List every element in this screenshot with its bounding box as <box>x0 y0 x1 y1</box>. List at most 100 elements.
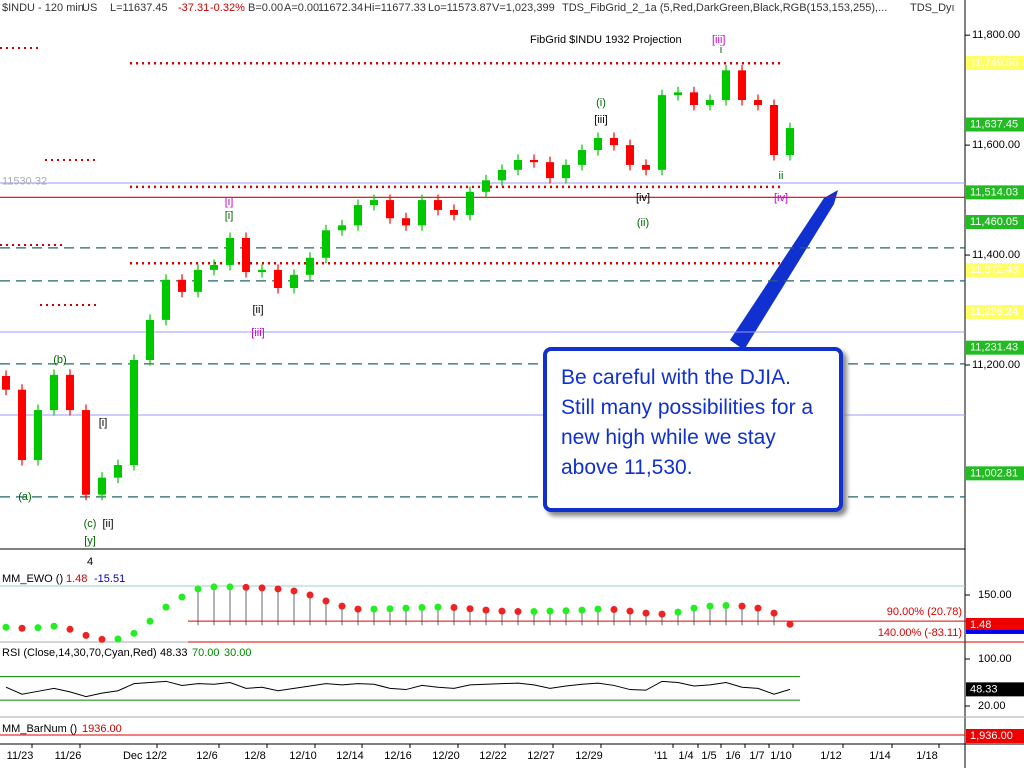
price-box-label: 11,637.45 <box>970 118 1018 130</box>
arrow <box>730 190 838 350</box>
candle-body <box>226 237 234 265</box>
candle-body <box>674 92 682 96</box>
x-tick-label: 12/10 <box>289 750 317 762</box>
ewo-band-label: 90.00% (20.78) <box>887 606 962 618</box>
x-tick-label: 11/26 <box>55 750 82 762</box>
candle-body <box>258 269 266 273</box>
header-text: US <box>82 2 97 14</box>
header-text: TDS_Dyı <box>910 2 955 14</box>
candle-body <box>370 200 378 206</box>
ewo-dot <box>434 603 442 611</box>
candle-body <box>178 279 186 292</box>
x-tick-label: 1/14 <box>869 750 890 762</box>
candle-body <box>290 274 298 289</box>
ewo-last-box <box>966 617 1024 632</box>
price-box <box>966 263 1024 278</box>
wave-label: (ii) <box>637 217 649 229</box>
ewo-dot <box>386 605 394 613</box>
x-tick-label: 1/7 <box>749 750 764 762</box>
ewo-dot <box>690 604 698 612</box>
candle-body <box>194 269 202 292</box>
candle-body <box>274 269 282 289</box>
ewo-dot <box>402 604 410 612</box>
ewo-dot <box>786 620 794 628</box>
ewo-dot <box>594 605 602 613</box>
ewo-dot <box>178 593 186 601</box>
ewo-dot <box>706 602 714 610</box>
ewo-dot <box>226 583 234 591</box>
candle-body <box>354 205 362 226</box>
y-tick-label: 20.00 <box>978 700 1006 712</box>
candle-body <box>418 200 426 226</box>
header-text: Hi=11677.33 <box>364 2 426 14</box>
candle-body <box>482 180 490 192</box>
x-tick-label: 12/6 <box>196 750 217 762</box>
ewo-dot <box>498 607 506 615</box>
candle-body <box>242 237 250 273</box>
ewo-dot <box>610 606 618 614</box>
ewo-dot <box>562 607 570 615</box>
wave-label: [iii] <box>594 114 607 126</box>
annotation-line: new high while we stay <box>561 426 776 449</box>
ewo-label: MM_EWO () <box>2 573 63 585</box>
x-tick-label: 1/10 <box>770 750 791 762</box>
wave-label: [ii] <box>253 304 264 316</box>
ewo-dot <box>674 608 682 616</box>
ewo-dot <box>578 606 586 614</box>
ewo-dot <box>370 605 378 613</box>
header-text: $INDU - 120 min <box>2 2 84 14</box>
candle-body <box>2 375 10 390</box>
price-box <box>966 305 1024 320</box>
ewo-dot <box>354 605 362 613</box>
price-box <box>966 340 1024 355</box>
x-tick-label: 12/22 <box>479 750 507 762</box>
ewo-dot <box>274 585 282 593</box>
price-box-label: 11,749.56 <box>970 57 1018 69</box>
candle-body <box>786 128 794 156</box>
y-tick-label: 11,600.00 <box>972 139 1020 151</box>
candle-body <box>738 70 746 101</box>
annotation-line: Be careful with the DJIA. <box>561 366 791 389</box>
ewo-label: 1.48 <box>66 573 87 585</box>
ewo-dot <box>530 608 538 616</box>
ewo-dot <box>242 583 250 591</box>
candle-body <box>450 209 458 215</box>
price-box <box>966 215 1024 230</box>
ewo-dot <box>738 602 746 610</box>
rsi-line <box>5 680 791 698</box>
y-tick-label: 11,400.00 <box>972 249 1020 261</box>
ewo-dot <box>210 583 218 591</box>
candle-body <box>402 218 410 226</box>
ewo-dot <box>658 610 666 618</box>
ewo-dot <box>642 609 650 617</box>
wave-label: [i] <box>99 417 108 429</box>
rsi-label: 48.33 <box>160 647 188 659</box>
candle-body <box>66 374 74 411</box>
ewo-dot <box>450 604 458 612</box>
x-tick-label: 1/18 <box>916 750 937 762</box>
header-text: -0.32% <box>210 2 245 14</box>
price-box <box>966 117 1024 132</box>
candle-body <box>114 465 122 478</box>
candle-body <box>706 100 714 105</box>
ewo-dot <box>146 617 154 625</box>
y-tick-label: 11,800.00 <box>972 29 1020 41</box>
x-tick-label: 1/5 <box>701 750 716 762</box>
ewo-dot <box>114 635 122 643</box>
header-text: A=0.00 <box>284 2 319 14</box>
candle-body <box>98 477 106 495</box>
ewo-dot <box>322 597 330 605</box>
barnum-box <box>966 729 1024 743</box>
annotation-line: Still many possibilities for a <box>561 396 814 419</box>
wave-label: 4 <box>87 556 93 568</box>
candle-body <box>386 200 394 219</box>
ewo-dot <box>194 585 202 593</box>
header-text: Lo=11573.87 <box>428 2 492 14</box>
price-box-label: 11,514.03 <box>970 186 1018 198</box>
x-tick-label: 12/16 <box>384 750 412 762</box>
ewo-dot <box>98 635 106 643</box>
y-tick-label: 100.00 <box>978 653 1012 665</box>
candle-body <box>594 137 602 151</box>
candle-body <box>562 164 570 179</box>
ewo-dot <box>258 584 266 592</box>
